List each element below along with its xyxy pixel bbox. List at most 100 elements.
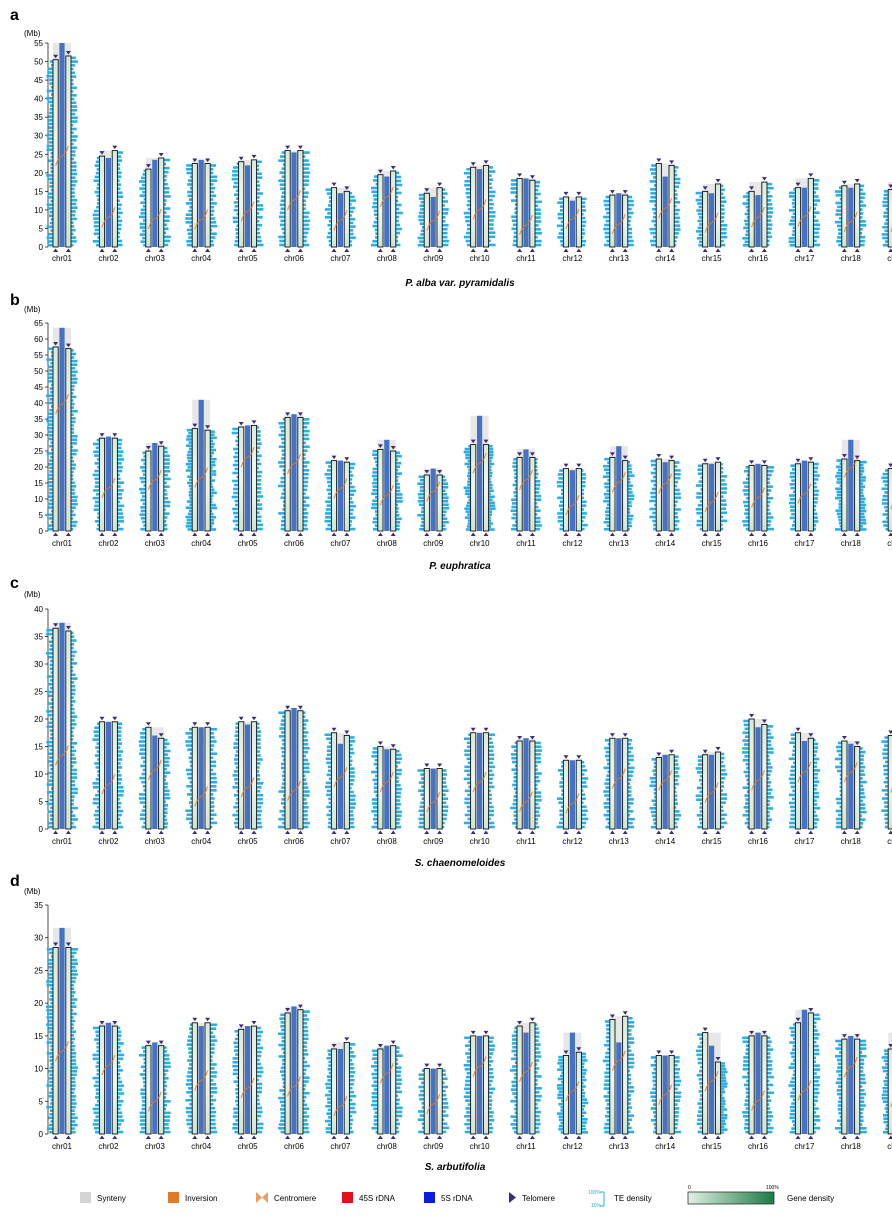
telomere-marker <box>529 248 535 252</box>
te-density-bar <box>233 166 239 169</box>
te-density-bar <box>46 1023 53 1026</box>
te-density-bar <box>884 736 889 739</box>
te-density-bar <box>210 522 215 525</box>
te-density-bar <box>280 1024 285 1028</box>
te-density-bar <box>117 825 124 829</box>
te-density-bar <box>744 219 749 223</box>
te-density-bar <box>163 785 168 789</box>
telomere-marker <box>841 532 847 536</box>
te-density-bar <box>745 516 749 519</box>
te-density-bar <box>256 231 260 235</box>
te-density-bar <box>50 659 53 663</box>
telomere-marker <box>656 830 662 834</box>
te-density-bar <box>881 740 889 743</box>
te-density-bar <box>744 735 749 738</box>
te-density-bar <box>465 239 471 243</box>
chromosome-group-chr09: chr09 <box>417 468 449 548</box>
te-density-bar <box>697 504 703 507</box>
chromosome-group-chr10: chr10 <box>463 727 495 846</box>
chromosome-label: chr10 <box>470 254 491 263</box>
te-density-bar <box>235 801 239 805</box>
te-density-bar <box>235 232 239 235</box>
te-density-bar <box>163 466 170 469</box>
te-density-bar <box>256 511 260 515</box>
te-density-bar <box>511 199 517 202</box>
te-density-bar <box>744 821 749 825</box>
chromosome-bar <box>191 726 198 830</box>
te-density-bar <box>839 773 842 777</box>
te-density-bar <box>606 489 610 492</box>
te-density-bar <box>371 474 378 478</box>
te-density-bar <box>604 235 610 239</box>
te-density-bar <box>71 684 76 688</box>
te-density-bar <box>210 221 217 224</box>
te-density-bar <box>720 752 725 756</box>
te-density-bar <box>674 523 678 527</box>
te-density-bar <box>349 1082 354 1086</box>
te-density-bar <box>882 756 889 760</box>
te-density-bar <box>395 243 401 247</box>
te-density-bar <box>117 1053 125 1057</box>
te-density-bar <box>163 187 170 190</box>
te-density-bar <box>163 162 167 166</box>
y-tick-label: 25 <box>34 447 43 456</box>
te-density-bar <box>557 1062 564 1065</box>
te-density-bar <box>373 813 378 817</box>
te-density-bar <box>674 239 677 243</box>
te-density-bar <box>189 760 193 764</box>
te-density-bar <box>281 1036 285 1039</box>
te-density-bar <box>791 468 796 471</box>
gene-density-gradient <box>687 1191 775 1205</box>
te-density-bar <box>49 998 53 1001</box>
te-density-bar <box>627 1114 634 1118</box>
te-density-bar <box>46 74 53 78</box>
telomere-marker <box>808 1135 814 1139</box>
te-density-bar <box>720 192 724 196</box>
te-density-bar <box>627 1037 634 1040</box>
inversion-trace <box>194 209 209 230</box>
te-density-bar <box>746 817 749 821</box>
telomere-marker <box>158 532 164 536</box>
chromosome-bar <box>887 468 892 532</box>
te-density-bar <box>278 159 285 162</box>
te-density-bar <box>278 179 285 182</box>
te-density-bar <box>581 1085 586 1088</box>
te-density-bar <box>742 489 749 492</box>
te-density-bar <box>556 797 564 800</box>
te-density-bar <box>558 1058 564 1062</box>
te-density-bar <box>371 1126 378 1130</box>
telomere-marker <box>702 248 708 252</box>
te-density-bar <box>186 772 193 776</box>
te-density-bar <box>488 480 492 484</box>
te-density-bar <box>442 1085 449 1089</box>
te-density-bar <box>788 494 796 497</box>
te-density-bar <box>188 494 193 497</box>
te-density-bar <box>71 236 77 239</box>
te-density-bar <box>653 1103 657 1106</box>
te-density-bar <box>303 739 308 742</box>
te-density-bar <box>859 1058 865 1062</box>
te-density-bar <box>535 224 539 227</box>
te-density-bar <box>395 493 403 496</box>
te-density-bar <box>813 203 818 206</box>
chromosome-group-chr04: chr04 <box>185 158 218 263</box>
te-density-bar <box>674 496 681 500</box>
te-density-bar <box>349 1059 353 1062</box>
te-density-bar <box>627 738 633 742</box>
telomere-marker <box>470 727 476 732</box>
te-density-bar <box>143 462 146 466</box>
te-density-bar <box>327 496 332 500</box>
te-density-bar <box>190 764 193 768</box>
te-density-bar <box>627 211 634 215</box>
te-density-bar <box>95 793 100 797</box>
te-density-bar <box>442 196 445 199</box>
te-density-bar <box>163 1103 167 1107</box>
te-density-bar <box>512 783 517 787</box>
te-density-bar <box>395 179 402 183</box>
te-density-bar <box>71 1001 75 1005</box>
te-density-bar <box>163 1084 168 1088</box>
chromosome-group-chr18: chr18 <box>835 439 867 548</box>
te-density-bar <box>605 1035 610 1039</box>
te-density-bar <box>720 1102 726 1106</box>
